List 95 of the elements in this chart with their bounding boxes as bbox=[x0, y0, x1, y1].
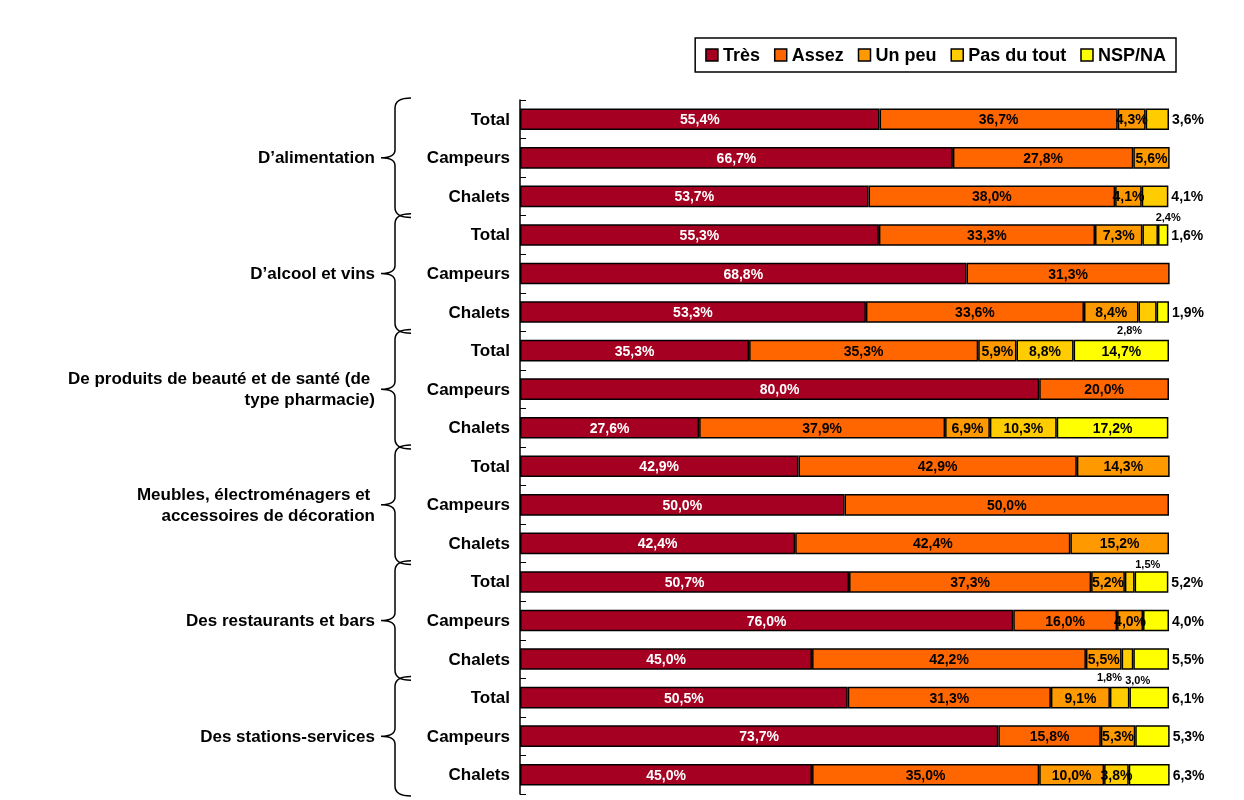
y-tick-label: Campeurs bbox=[426, 611, 510, 630]
data-label: 1,5% bbox=[1135, 558, 1161, 571]
legend-label: Un peu bbox=[875, 45, 937, 65]
y-tick-label: Campeurs bbox=[426, 379, 510, 399]
data-label: 76,0% bbox=[746, 612, 788, 629]
data-label: 15,8% bbox=[1029, 728, 1070, 745]
data-label: 2,8% bbox=[1117, 323, 1143, 336]
data-label: 6,3% bbox=[1172, 766, 1206, 783]
y-tick-label: Chalets bbox=[448, 649, 510, 669]
legend-label: Très bbox=[722, 45, 760, 65]
data-label: 1,9% bbox=[1172, 304, 1205, 321]
data-label: 5,9% bbox=[981, 342, 1014, 359]
data-label: 3,0% bbox=[1125, 673, 1151, 686]
y-tick-label: Total bbox=[470, 109, 510, 129]
data-label: 55,3% bbox=[679, 226, 720, 243]
data-label: 37,3% bbox=[950, 573, 991, 590]
y-tick-label: Chalets bbox=[448, 186, 510, 206]
data-label: 50,5% bbox=[664, 689, 705, 706]
data-label: 45,0% bbox=[646, 766, 687, 783]
data-label: 5,5% bbox=[1087, 651, 1121, 668]
data-label: 2,4% bbox=[1155, 211, 1181, 224]
data-label: 8,4% bbox=[1095, 304, 1128, 321]
data-label: 33,3% bbox=[967, 226, 1008, 243]
data-label: 53,7% bbox=[674, 188, 715, 205]
data-label: 36,7% bbox=[978, 111, 1020, 128]
y-tick-label: Chalets bbox=[448, 533, 510, 553]
legend-label: Assez bbox=[791, 45, 844, 65]
data-label: 42,2% bbox=[929, 651, 970, 668]
y-tick-label: Campeurs bbox=[426, 495, 510, 515]
data-label: 16,0% bbox=[1045, 612, 1086, 629]
data-label: 5,6% bbox=[1135, 149, 1168, 166]
data-label: 27,6% bbox=[589, 419, 630, 436]
legend-label: Pas du tout bbox=[968, 45, 1067, 65]
data-label: 50,7% bbox=[664, 573, 705, 590]
data-label: 35,3% bbox=[614, 342, 655, 359]
legend-label: NSP/NA bbox=[1097, 45, 1167, 65]
y-tick-label: Total bbox=[470, 341, 510, 361]
data-label: 35,0% bbox=[905, 766, 947, 783]
data-label: 17,2% bbox=[1092, 419, 1133, 436]
data-label: 4,0% bbox=[1172, 612, 1205, 629]
text: Meubles, électroménagers et accessoires de décoration bbox=[136, 484, 375, 525]
data-label: 10,0% bbox=[1051, 766, 1093, 783]
data-label: 5,2% bbox=[1171, 573, 1204, 590]
data-label: 27,8% bbox=[1023, 149, 1064, 166]
y-tick-label: Campeurs bbox=[426, 726, 510, 746]
data-label: 14,3% bbox=[1103, 458, 1144, 475]
data-label: 14,7% bbox=[1101, 342, 1142, 359]
data-label: 1,6% bbox=[1171, 226, 1204, 243]
data-label: 66,7% bbox=[716, 149, 757, 166]
data-label: 80,0% bbox=[759, 381, 800, 398]
data-label: 15,2% bbox=[1099, 535, 1141, 552]
text: De produits de beauté et de santé (de type pharmacie) bbox=[67, 369, 375, 410]
data-label: 73,7% bbox=[739, 728, 780, 745]
data-label: 9,1% bbox=[1064, 689, 1097, 706]
data-label: 42,9% bbox=[917, 458, 959, 475]
y-tick-label: Campeurs bbox=[426, 264, 510, 283]
data-label: 5,3% bbox=[1172, 728, 1206, 745]
data-label: 55,4% bbox=[679, 111, 721, 128]
y-tick-label: Chalets bbox=[448, 765, 510, 785]
data-label: 6,1% bbox=[1172, 689, 1205, 706]
y-tick-label: Chalets bbox=[448, 302, 510, 322]
text: D’alimentation bbox=[257, 148, 375, 168]
text: Des restaurants et bars bbox=[186, 611, 375, 630]
data-label: 5,5% bbox=[1172, 651, 1205, 668]
data-label: 6,9% bbox=[951, 419, 984, 436]
text: Des stations-services bbox=[200, 726, 375, 746]
data-label: 8,8% bbox=[1029, 342, 1062, 359]
data-label: 10,3% bbox=[1003, 419, 1044, 436]
data-label: 37,9% bbox=[802, 419, 843, 436]
data-label: 38,0% bbox=[971, 188, 1013, 205]
y-tick-label: Total bbox=[470, 225, 510, 245]
data-label: 50,0% bbox=[986, 496, 1028, 513]
y-tick-label: Total bbox=[470, 456, 510, 476]
data-label: 5,3% bbox=[1102, 728, 1135, 745]
data-label: 42,9% bbox=[639, 458, 680, 475]
data-label: 4,1% bbox=[1171, 188, 1204, 205]
data-label: 50,0% bbox=[662, 496, 703, 513]
y-tick-label: Chalets bbox=[448, 418, 510, 438]
data-label: 53,3% bbox=[673, 304, 714, 321]
data-label: 68,8% bbox=[723, 265, 764, 282]
data-label: 31,3% bbox=[1048, 265, 1089, 282]
data-label: 7,3% bbox=[1102, 226, 1136, 243]
data-label: 3,6% bbox=[1172, 111, 1205, 128]
data-label: 42,4% bbox=[912, 535, 954, 552]
data-label: 42,4% bbox=[637, 535, 678, 552]
data-label: 20,0% bbox=[1084, 381, 1125, 398]
data-label: 35,3% bbox=[843, 342, 885, 359]
data-label: 1,8% bbox=[1096, 670, 1123, 683]
data-label: 45,0% bbox=[646, 651, 687, 668]
text: D’alcool et vins bbox=[250, 264, 375, 283]
data-label: 31,3% bbox=[929, 689, 970, 706]
data-label: 33,6% bbox=[955, 304, 996, 321]
y-tick-label: Campeurs bbox=[426, 148, 510, 168]
y-tick-label: Total bbox=[470, 572, 510, 592]
y-tick-label: Total bbox=[470, 688, 510, 708]
